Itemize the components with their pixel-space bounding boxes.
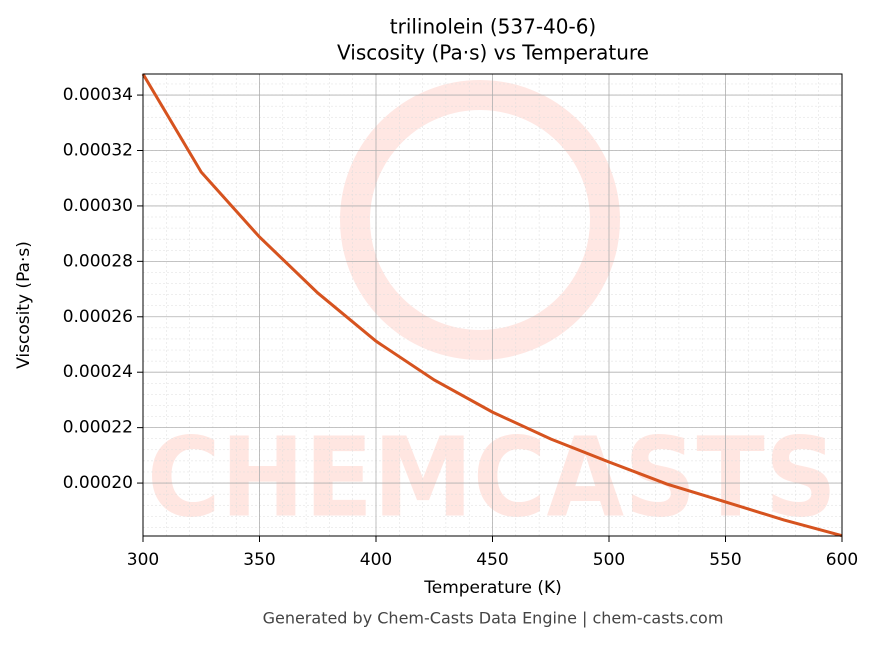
x-tick-label: 600 xyxy=(826,550,858,570)
x-tick-label: 550 xyxy=(709,550,741,570)
line-series xyxy=(141,73,843,538)
x-tick-label: 300 xyxy=(127,550,159,570)
y-tick-label: 0.00020 xyxy=(63,473,133,493)
y-tick-label: 0.00034 xyxy=(63,85,133,105)
y-tick-label: 0.00022 xyxy=(63,418,133,438)
x-tick-label: 500 xyxy=(593,550,625,570)
x-tick-label: 350 xyxy=(243,550,275,570)
watermark: CHEMCASTS xyxy=(147,80,837,541)
plot-frame xyxy=(142,73,843,537)
y-axis-label: Viscosity (Pa·s) xyxy=(14,241,34,369)
x-tick-label: 400 xyxy=(360,550,392,570)
chart-title: trilinolein (537-40-6) xyxy=(390,15,596,39)
y-tick-label: 0.00026 xyxy=(63,307,133,327)
y-tick-label: 0.00030 xyxy=(63,196,133,216)
y-tick-label: 0.00032 xyxy=(63,140,133,160)
chart-subtitle: Viscosity (Pa·s) vs Temperature xyxy=(337,41,649,65)
x-axis-label: Temperature (K) xyxy=(423,578,562,598)
y-tick-label: 0.00028 xyxy=(63,251,133,271)
x-tick-label: 450 xyxy=(476,550,508,570)
footer: Generated by Chem-Casts Data Engine | ch… xyxy=(263,609,724,628)
y-tick-label: 0.00024 xyxy=(63,362,133,382)
svg-text:CHEMCASTS: CHEMCASTS xyxy=(147,413,837,541)
